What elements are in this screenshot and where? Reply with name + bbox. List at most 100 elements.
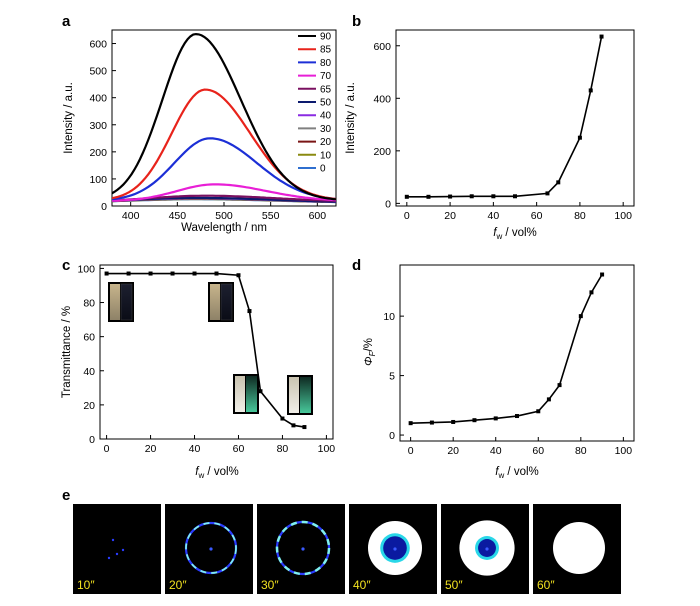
- vial-photo-inset-1: [108, 282, 134, 322]
- fluorescence-speck: [111, 538, 115, 542]
- panel-a-x-tick-label: 450: [169, 210, 187, 222]
- panel-label-b: b: [352, 13, 361, 30]
- panel-d-data-point: [557, 383, 562, 388]
- legend-label-50: 50: [320, 98, 332, 109]
- image-frame-2: 20″: [165, 504, 253, 594]
- x-axis-label-c: fw / vol%: [195, 466, 239, 480]
- legend-a: 90 85 80 70 65 50 40 30 20 10 0: [298, 32, 332, 175]
- panel-b-x-tick-label: 0: [404, 210, 410, 222]
- panel-b-data-point: [577, 135, 582, 140]
- panel-c-data-point: [104, 271, 109, 276]
- image-frame-4: 40″: [349, 504, 437, 594]
- legend-label-90: 90: [320, 32, 332, 43]
- panel-c-data-point: [214, 271, 219, 276]
- plot-frame-c: [99, 264, 334, 440]
- panel-d-y-tick-label: 0: [389, 430, 395, 442]
- plot-frame-b: [395, 29, 635, 207]
- panel-c-data-point: [247, 309, 252, 314]
- image-frame-5: 50″: [441, 504, 529, 594]
- time-label: 30″: [261, 578, 279, 592]
- panel-c-data-point: [236, 273, 241, 278]
- panel-d-data-point: [493, 416, 498, 421]
- panel-b-x-tick-label: 100: [614, 210, 632, 222]
- x-axis-label-a: Wavelength / nm: [181, 222, 267, 234]
- panel-b-data-point: [599, 34, 604, 39]
- panel-b: b 0 20 40 60 80 100 0 200 400 600 fw / vol% Inten…: [345, 13, 635, 241]
- fluorescence-speck: [107, 556, 111, 560]
- series-group-d: [408, 272, 605, 426]
- legend-label-10: 10: [320, 150, 332, 161]
- panel-d-x-tick-label: 20: [447, 445, 459, 457]
- image-strip-e: 10″ 20″ 30″ 40″ 50″ 60″: [73, 504, 621, 594]
- series-group-b: [404, 34, 604, 199]
- plot-frame-a: [111, 29, 337, 207]
- panel-label-d: d: [352, 257, 361, 274]
- image-frame-bg: [73, 504, 161, 594]
- panel-e: e 10″ 20″ 30″ 40″ 50″ 60″: [62, 487, 621, 594]
- spectrum-line-90: [112, 32, 336, 201]
- legend-label-85: 85: [320, 45, 332, 56]
- panel-a-x-tick-label: 500: [215, 210, 233, 222]
- center-speck: [209, 547, 213, 551]
- time-label: 60″: [537, 578, 555, 592]
- panel-label-a: a: [62, 13, 71, 30]
- panel-c-x-tick-label: 80: [277, 443, 289, 455]
- center-speck: [301, 547, 305, 551]
- time-label: 20″: [169, 578, 187, 592]
- y-axis-label-d: ΦF/%: [363, 338, 377, 366]
- panel-c-y-tick-label: 0: [89, 434, 95, 446]
- panel-c-y-tick-label: 60: [83, 332, 95, 344]
- panel-b-y-tick-label: 400: [373, 93, 391, 105]
- panel-d-data-point: [578, 314, 583, 319]
- panel-b-data-point: [491, 194, 496, 199]
- x-axis-label-b: fw / vol%: [493, 227, 537, 241]
- panel-c-data-point: [302, 425, 307, 430]
- panel-d-data-line: [410, 274, 603, 424]
- image-frame-3: 30″: [257, 504, 345, 594]
- panel-b-data-point: [404, 194, 409, 199]
- panel-c-x-tick-label: 60: [233, 443, 245, 455]
- spectrum-line-70: [112, 183, 336, 202]
- panel-b-data-point: [556, 180, 561, 185]
- panel-c-data-point: [170, 271, 175, 276]
- panel-label-c: c: [62, 257, 70, 274]
- panel-c: c 0 20 40 60 80 100 0 20 40 60 80 100 fw / vol%: [61, 257, 335, 480]
- panel-d-data-point: [536, 409, 541, 414]
- time-label: 10″: [77, 578, 95, 592]
- panel-d-x-tick-label: 40: [490, 445, 502, 457]
- time-label: 40″: [353, 578, 371, 592]
- legend-label-80: 80: [320, 58, 332, 69]
- panel-c-x-tick-label: 100: [318, 443, 336, 455]
- panel-label-e: e: [62, 487, 70, 504]
- panel-a-y-tick-label: 300: [89, 120, 107, 132]
- panel-c-y-tick-label: 20: [83, 400, 95, 412]
- panel-a-y-tick-label: 100: [89, 174, 107, 186]
- panel-d: d 0 20 40 60 80 100 0 5 10 fw / vol% ΦF/%: [352, 257, 635, 480]
- panel-b-x-tick-label: 40: [488, 210, 500, 222]
- legend-label-30: 30: [320, 124, 332, 135]
- panel-d-data-point: [515, 414, 519, 419]
- legend-label-40: 40: [320, 111, 332, 122]
- panel-d-y-tick-label: 10: [383, 311, 395, 323]
- y-axis-label-c: Transmittance / %: [61, 306, 73, 398]
- ring-highlight: [275, 520, 331, 576]
- ring-highlight: [185, 522, 237, 574]
- panel-d-x-tick-label: 100: [615, 445, 633, 457]
- panel-d-data-point: [589, 290, 594, 295]
- time-label: 50″: [445, 578, 463, 592]
- panel-b-data-point: [513, 194, 517, 199]
- panel-c-data-line: [106, 272, 305, 428]
- panel-c-data-point: [148, 271, 153, 276]
- axis-ticks-b: 0 20 40 60 80 100 0 200 400 600: [373, 41, 632, 222]
- center-speck: [393, 547, 397, 551]
- y-axis-label-b: Intensity / a.u.: [345, 82, 357, 154]
- fluorescence-speck: [121, 548, 125, 552]
- panel-d-data-point: [429, 420, 434, 425]
- panel-c-x-tick-label: 0: [104, 443, 110, 455]
- image-frame-bg: [257, 504, 345, 594]
- legend-label-0: 0: [320, 164, 326, 175]
- panel-a-x-tick-label: 600: [309, 210, 327, 222]
- panel-a-y-tick-label: 200: [89, 147, 107, 159]
